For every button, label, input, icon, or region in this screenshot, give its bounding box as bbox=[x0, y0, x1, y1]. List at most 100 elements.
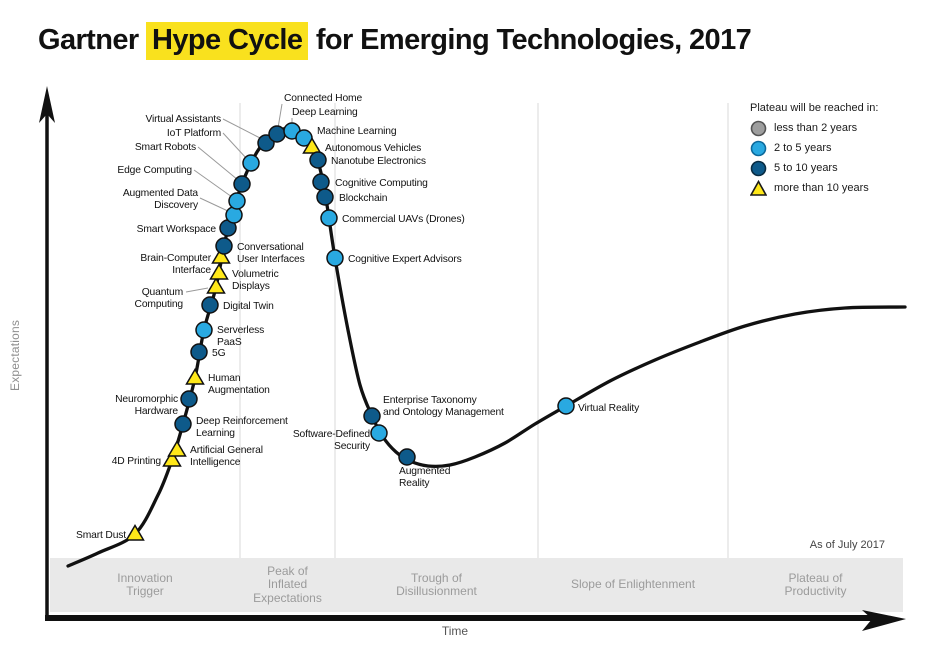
title-suffix: for Emerging Technologies, 2017 bbox=[308, 24, 752, 56]
data-point-labels: Smart Dust 4D Printing Artificial General I… bbox=[76, 93, 640, 541]
page-title: Gartner Hype Cycle for Emerging Technolo… bbox=[38, 22, 752, 60]
legend-item-less-than-2-years: less than 2 years bbox=[750, 118, 922, 138]
point-circle-augmented-reality bbox=[398, 448, 416, 466]
point-label-artificial-general-intelligence: Artificial General Intelligence bbox=[190, 445, 263, 468]
legend-item-label: 5 to 10 years bbox=[774, 162, 838, 174]
legend-circle-icon bbox=[750, 160, 767, 176]
point-label-deep-learning: Deep Learning bbox=[292, 107, 358, 118]
point-circle-deep-reinforcement-learning bbox=[174, 415, 192, 433]
point-label-5g: 5G bbox=[212, 348, 226, 359]
point-circle-enterprise-taxonomy-and-ontology-management bbox=[363, 407, 381, 425]
point-label-nanotube-electronics: Nanotube Electronics bbox=[331, 156, 426, 167]
legend-item-label: less than 2 years bbox=[774, 122, 858, 134]
x-axis-label: Time bbox=[441, 624, 469, 638]
point-circle-connected-home bbox=[268, 125, 286, 143]
point-circle-neuromorphic-hardware bbox=[180, 390, 198, 408]
point-label-digital-twin: Digital Twin bbox=[223, 301, 274, 312]
point-triangle-artificial-general-intelligence bbox=[167, 440, 187, 457]
point-label-edge-computing: Edge Computing bbox=[117, 165, 192, 176]
point-label-smart-robots: Smart Robots bbox=[135, 142, 196, 153]
point-circle-cognitive-expert-advisors bbox=[326, 249, 344, 267]
legend-title: Plateau will be reached in: bbox=[750, 102, 879, 114]
phase-label-slope-of-enlightenment: Slope of Enlightenment bbox=[570, 577, 696, 592]
point-triangle-4d-printing bbox=[162, 450, 182, 467]
point-label-brain-computer-interface: Brain-Computer Interface bbox=[140, 253, 211, 276]
point-label-augmented-reality: Augmented Reality bbox=[399, 466, 451, 489]
point-label-human-augmentation: Human Augmentation bbox=[208, 373, 270, 396]
point-circle-augmented-data-discovery bbox=[225, 206, 243, 224]
point-circle-software-defined-security bbox=[370, 424, 388, 442]
point-label-smart-workspace: Smart Workspace bbox=[137, 224, 217, 235]
point-circle-5g bbox=[190, 343, 208, 361]
data-point-markers bbox=[125, 122, 575, 541]
point-circle-smart-robots bbox=[233, 175, 251, 193]
as-of-date: As of July 2017 bbox=[809, 539, 885, 551]
point-label-enterprise-taxonomy-and-ontology-management: Enterprise Taxonomy and Ontology Manageme… bbox=[383, 395, 504, 418]
leader-line-quantum-computing bbox=[185, 287, 209, 293]
point-label-machine-learning: Machine Learning bbox=[317, 126, 397, 137]
point-circle-cognitive-computing bbox=[312, 173, 330, 191]
point-circle-blockchain bbox=[316, 188, 334, 206]
leader-lines bbox=[185, 103, 293, 293]
point-label-blockchain: Blockchain bbox=[339, 193, 388, 204]
point-label-autonomous-vehicles: Autonomous Vehicles bbox=[325, 143, 421, 154]
legend-item-label: more than 10 years bbox=[774, 182, 869, 194]
point-label-virtual-assistants: Virtual Assistants bbox=[145, 114, 221, 125]
leader-line-augmented-data-discovery bbox=[199, 197, 231, 213]
legend: Plateau will be reached in: less than 2 … bbox=[750, 102, 922, 198]
leader-line-iot-platform bbox=[222, 132, 248, 160]
point-label-neuromorphic-hardware: Neuromorphic Hardware bbox=[115, 394, 178, 417]
point-circle-conversational-user-interfaces bbox=[215, 237, 233, 255]
legend-item-2-to-5-years: 2 to 5 years bbox=[750, 138, 922, 158]
phase-label-plateau-of: Plateau of Productivity bbox=[784, 570, 847, 598]
y-axis-arrow-icon bbox=[39, 86, 55, 123]
legend-circle-icon bbox=[750, 140, 767, 156]
point-label-volumetric-displays: Volumetric Displays bbox=[232, 269, 279, 292]
legend-item-5-to-10-years: 5 to 10 years bbox=[750, 158, 922, 178]
point-circle-iot-platform bbox=[242, 154, 260, 172]
legend-items: less than 2 years 2 to 5 years 5 to 10 yea… bbox=[750, 118, 922, 198]
point-triangle-quantum-computing bbox=[206, 277, 226, 294]
point-label-cognitive-expert-advisors: Cognitive Expert Advisors bbox=[348, 254, 462, 265]
leader-line-edge-computing bbox=[193, 169, 233, 198]
point-label-smart-dust: Smart Dust bbox=[76, 530, 126, 541]
phase-gridlines bbox=[239, 103, 729, 558]
point-label-cognitive-computing: Cognitive Computing bbox=[335, 178, 428, 189]
point-label-serverless-paas: Serverless PaaS bbox=[217, 325, 264, 348]
leader-line-virtual-assistants bbox=[222, 118, 263, 140]
point-triangle-autonomous-vehicles bbox=[302, 137, 322, 154]
title-prefix: Gartner bbox=[38, 24, 147, 56]
leader-line-connected-home bbox=[277, 103, 283, 129]
phase-label-trough-of: Trough of Disillusionment bbox=[396, 570, 477, 598]
point-label-virtual-reality: Virtual Reality bbox=[578, 403, 640, 414]
legend-triangle-icon bbox=[750, 179, 767, 196]
point-circle-nanotube-electronics bbox=[309, 151, 327, 169]
point-label-augmented-data-discovery: Augmented Data Discovery bbox=[123, 188, 199, 211]
point-circle-virtual-reality bbox=[557, 397, 575, 415]
point-circle-serverless-paas bbox=[195, 321, 213, 339]
point-triangle-brain-computer-interface bbox=[211, 247, 231, 264]
legend-item-label: 2 to 5 years bbox=[774, 142, 832, 154]
phase-label-peak-of: Peak of Inflated Expectations bbox=[253, 563, 322, 605]
point-triangle-volumetric-displays bbox=[209, 263, 229, 280]
x-axis-arrow-icon bbox=[862, 610, 906, 631]
title-highlight: Hype Cycle bbox=[146, 22, 309, 60]
y-axis-label: Expectations bbox=[8, 319, 22, 391]
point-label-deep-reinforcement-learning: Deep Reinforcement Learning bbox=[196, 416, 288, 439]
point-triangle-smart-dust bbox=[125, 524, 145, 541]
point-label-conversational-user-interfaces: Conversational User Interfaces bbox=[237, 242, 305, 265]
point-circle-commercial-uavs-drones bbox=[320, 209, 338, 227]
point-triangle-human-augmentation bbox=[185, 368, 205, 385]
point-label-iot-platform: IoT Platform bbox=[167, 128, 221, 139]
phase-band bbox=[50, 558, 903, 612]
phase-label-innovation: Innovation Trigger bbox=[117, 570, 173, 598]
point-label-4d-printing: 4D Printing bbox=[112, 456, 162, 467]
point-label-commercial-uavs-drones: Commercial UAVs (Drones) bbox=[342, 214, 465, 225]
point-label-software-defined-security: Software-Defined Security bbox=[293, 429, 371, 452]
point-circle-digital-twin bbox=[201, 296, 219, 314]
legend-circle-icon bbox=[750, 120, 767, 136]
point-label-connected-home: Connected Home bbox=[284, 93, 362, 104]
legend-item-more-than-10-years: more than 10 years bbox=[750, 178, 922, 198]
